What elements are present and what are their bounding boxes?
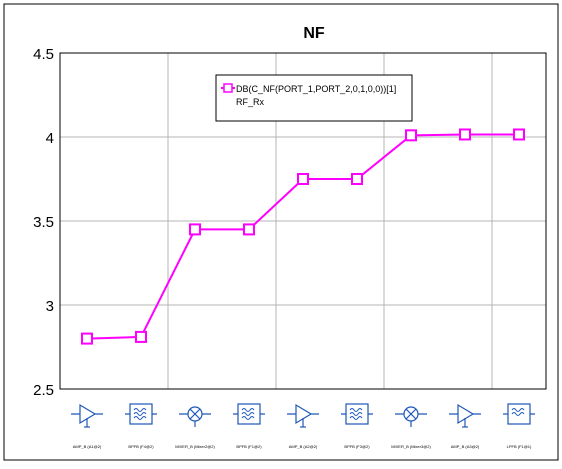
y-tick-labels: 4.5 4 3.5 3 2.5 (33, 46, 54, 399)
legend-marker (223, 83, 233, 93)
data-point (351, 173, 363, 185)
stage-label: MIXER_B (Mixer3@2) (391, 444, 431, 449)
chart-title: NF (303, 25, 325, 42)
bandpass-filter-icon (233, 403, 265, 425)
data-point (405, 129, 417, 142)
amplifier-icon (287, 403, 319, 428)
lowpass-filter-icon (503, 403, 535, 425)
data-point (81, 332, 93, 345)
bandpass-filter-icon (341, 403, 373, 425)
chart-border (3, 3, 559, 461)
amplifier-icon (449, 403, 481, 428)
y-tick-label: 3 (46, 298, 54, 315)
y-tick-label: 4 (46, 130, 54, 147)
data-point (135, 330, 147, 343)
stage-label: AMP_B (A2@2) (289, 444, 318, 449)
stage-label: BPFB (F4@2) (128, 444, 154, 449)
legend-sub-label: RF_Rx (236, 97, 265, 107)
stage-label: MIXER_B (Mixer2@2) (175, 444, 215, 449)
y-tick-label: 2.5 (33, 382, 54, 399)
bandpass-filter-icon (125, 403, 157, 425)
data-point (189, 223, 201, 236)
data-point (459, 128, 471, 141)
stage-label: LPFB (F1@1) (507, 444, 532, 449)
amplifier-icon (71, 403, 103, 428)
data-point (297, 173, 309, 185)
mixer-icon (179, 406, 211, 427)
y-tick-label: 4.5 (33, 46, 54, 63)
stage-label: AMP_B (A3@2) (451, 444, 480, 449)
stage-label: AMP_B (A1@2) (73, 444, 102, 449)
legend-series-label: DB(C_NF(PORT_1,PORT_2,0,1,0,0))[1] (236, 84, 396, 94)
stage-label: BPFB (F3@2) (344, 444, 370, 449)
stage-label: BPFB (F1@2) (236, 444, 262, 449)
data-point (243, 223, 255, 236)
data-point (513, 128, 525, 141)
legend-box (215, 74, 413, 122)
plot-area-border (59, 52, 547, 390)
y-tick-label: 3.5 (33, 214, 54, 231)
mixer-icon (395, 406, 427, 427)
stage-row: AMP_B (A1@2) BPFB (F4@2) MIXER_B (Mixer2@2… (71, 403, 535, 449)
legend: DB(C_NF(PORT_1,PORT_2,0,1,0,0))[1] RF_Rx (215, 74, 413, 122)
series-layer (81, 128, 525, 345)
